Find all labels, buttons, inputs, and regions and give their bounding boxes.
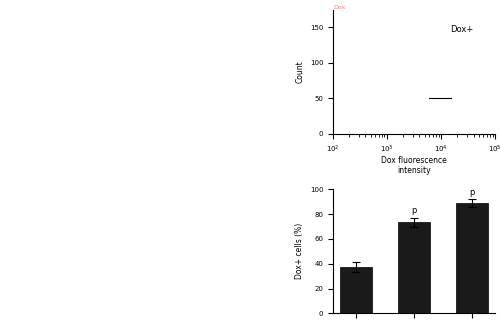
Text: p: p [412,206,416,215]
Bar [456,203,488,313]
X-axis label: Dox fluorescence
intensity: Dox fluorescence intensity [381,156,447,175]
Y-axis label: Count: Count [295,60,304,83]
Text: Dox+: Dox+ [450,25,473,34]
Y-axis label: Dox+ cells (%): Dox+ cells (%) [295,223,304,279]
Bar [398,222,430,313]
Text: p: p [469,188,474,197]
Bar [340,267,372,313]
Text: Dox: Dox [333,5,345,10]
